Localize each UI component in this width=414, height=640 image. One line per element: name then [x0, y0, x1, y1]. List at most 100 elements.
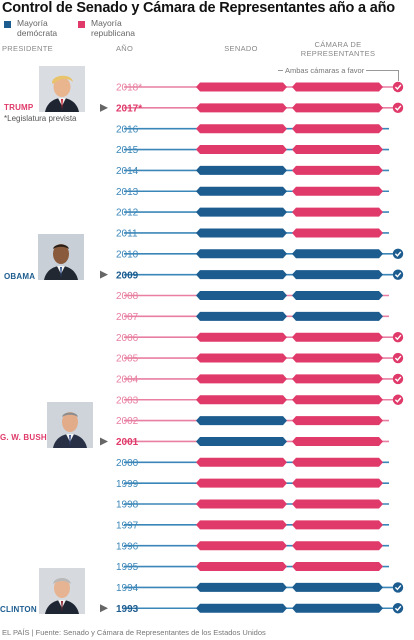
column-header-year: AÑO [116, 44, 134, 53]
house-bar [292, 82, 383, 92]
senate-bar [196, 562, 287, 572]
house-bar [292, 499, 383, 509]
senate-bar [196, 332, 287, 342]
both-chambers-note: Ambas cámaras a favor [283, 66, 367, 75]
bush-photo [47, 402, 93, 448]
senate-bar [196, 186, 287, 196]
year-label: 2003 [116, 395, 139, 406]
house-bar [292, 603, 383, 613]
legend-label-rep: Mayoría republicana [91, 18, 135, 38]
year-label: 2012 [116, 208, 139, 219]
year-label: 2008 [116, 291, 139, 302]
senate-bar [196, 478, 287, 488]
senate-bar [196, 270, 287, 280]
house-bar [292, 562, 383, 572]
year-label: 1996 [116, 541, 139, 552]
obama-photo [38, 234, 84, 280]
both-chambers-check-icon [392, 269, 404, 280]
legend-label-dem: Mayoría demócrata [17, 18, 58, 38]
year-label: 2010 [116, 249, 139, 260]
senate-bar [196, 353, 287, 363]
senate-bar [196, 207, 287, 217]
house-bar [292, 124, 383, 134]
senate-bar [196, 228, 287, 238]
check-mark [394, 334, 402, 341]
senate-bar [196, 499, 287, 509]
both-chambers-check-icon [392, 81, 404, 93]
check-mark [394, 376, 402, 382]
senate-bar [196, 395, 287, 405]
house-bar [292, 249, 383, 259]
senate-bar [196, 311, 287, 321]
president-label-obama: OBAMA [4, 272, 36, 281]
house-bar [292, 436, 383, 446]
president-note-trump: *Legislatura prevista [4, 114, 77, 123]
year-label: 2007 [116, 312, 139, 323]
year-label: 2016 [116, 124, 139, 135]
column-header-house: CÁMARA DE REPRESENTANTES [300, 40, 376, 58]
check-mark [394, 251, 402, 257]
house-bar [292, 541, 383, 551]
column-header-president: PRESIDENTE [2, 44, 53, 53]
year-label: 1993 [116, 604, 139, 615]
house-bar [292, 186, 383, 196]
house-bar [292, 520, 383, 530]
senate-bar [196, 124, 287, 134]
year-label: 2017* [116, 103, 142, 114]
senate-bar [196, 374, 287, 384]
house-bar [292, 395, 383, 405]
year-label: 2011 [116, 229, 138, 240]
check-mark [394, 355, 402, 362]
senate-bar [196, 416, 287, 426]
check-mark [394, 105, 402, 111]
both-chambers-check-icon [392, 332, 404, 343]
president-label-trump: TRUMP [4, 103, 34, 112]
president-label-bush: G. W. BUSH [0, 433, 47, 442]
legend-swatch-rep [78, 21, 85, 28]
check-mark [394, 84, 402, 91]
house-bar [292, 353, 383, 363]
year-label: 2000 [116, 458, 139, 469]
year-label: 2001 [116, 437, 139, 448]
year-label: 1995 [116, 562, 139, 573]
senate-bar [196, 436, 287, 446]
house-bar [292, 291, 383, 300]
senate-bar [196, 103, 287, 113]
year-label: 2015 [116, 145, 139, 156]
house-bar [292, 582, 383, 592]
senate-bar [196, 520, 287, 530]
senate-bar [196, 82, 287, 92]
year-label: 1998 [116, 500, 139, 511]
house-bar [292, 457, 383, 467]
check-mark [394, 397, 402, 403]
senate-bar [196, 541, 287, 551]
check-mark [394, 272, 402, 278]
both-chambers-check-icon [392, 394, 404, 405]
house-bar [292, 374, 383, 384]
inauguration-arrow-icon [100, 437, 108, 446]
house-bar [292, 228, 383, 238]
year-label: 1994 [116, 583, 139, 594]
house-bar [292, 270, 383, 280]
inauguration-arrow-icon [100, 604, 108, 613]
both-chambers-check-icon [392, 102, 404, 114]
year-label: 1997 [116, 520, 139, 531]
house-bar [292, 165, 383, 175]
year-label: 2002 [116, 416, 139, 427]
column-header-senate: SENADO [224, 44, 258, 53]
senate-bar [196, 145, 287, 155]
inauguration-arrow-icon [100, 103, 108, 112]
president-label-clinton: CLINTON [0, 605, 37, 614]
house-bar [292, 207, 383, 217]
year-label: 2018* [116, 83, 142, 94]
year-label: 2004 [116, 375, 139, 386]
year-label: 2005 [116, 354, 139, 365]
house-bar [292, 332, 383, 342]
both-chambers-check-icon [392, 352, 404, 364]
footer-source: EL PAÍS | Fuente: Senado y Cámara de Rep… [2, 628, 266, 637]
inauguration-arrow-icon [100, 270, 108, 279]
both-chambers-check-icon [392, 373, 404, 385]
both-chambers-check-icon [392, 603, 404, 614]
check-mark [394, 605, 402, 612]
